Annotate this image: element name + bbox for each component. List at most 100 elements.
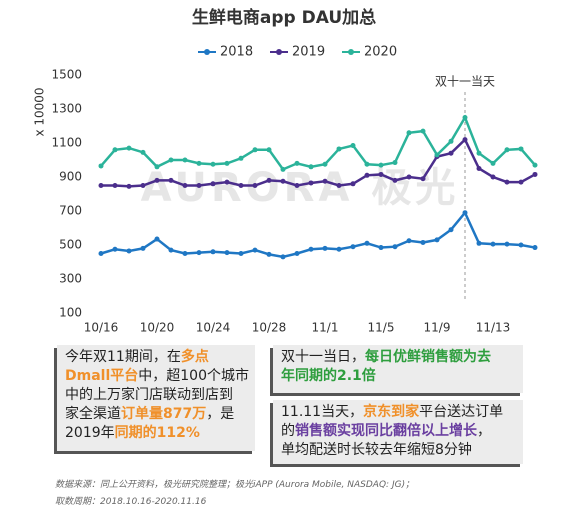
y-tick-label: 100 xyxy=(59,306,82,320)
note-text: 的 xyxy=(281,423,295,439)
note-highlight: 订单量877万 xyxy=(121,406,207,422)
point xyxy=(336,146,342,152)
series-line xyxy=(100,114,536,171)
note-highlight: 多点 xyxy=(180,349,209,365)
point xyxy=(336,246,342,252)
point xyxy=(98,251,104,256)
point xyxy=(392,160,398,166)
point xyxy=(490,160,496,166)
x-tick-label: 10/28 xyxy=(252,321,287,335)
note-text: 中，超100个城市 xyxy=(138,368,249,384)
point xyxy=(238,183,244,188)
point xyxy=(434,237,440,243)
point xyxy=(112,246,118,252)
point xyxy=(266,147,272,153)
note-highlight: 每日优鲜销售额为去 xyxy=(365,349,491,365)
point xyxy=(266,177,272,183)
note-text: 今年双11期间，在 xyxy=(65,349,181,365)
point xyxy=(140,149,146,155)
y-tick-label: 1100 xyxy=(51,136,82,150)
point xyxy=(266,251,272,257)
point xyxy=(196,160,202,166)
y-tick-label: 1300 xyxy=(51,102,82,116)
point xyxy=(168,177,174,183)
point xyxy=(350,181,356,187)
point xyxy=(294,160,300,166)
point xyxy=(420,128,426,134)
note-line: 中的上万家门店联动到店到 xyxy=(65,386,247,405)
x-tick-label: 10/24 xyxy=(196,321,231,335)
point xyxy=(210,181,216,187)
series-line xyxy=(100,210,536,259)
point xyxy=(490,174,496,180)
point xyxy=(406,238,412,244)
x-tick-label: 11/9 xyxy=(424,321,451,335)
note-text: 11.11当天， xyxy=(281,404,364,420)
point xyxy=(462,137,468,143)
point xyxy=(392,244,398,250)
point xyxy=(322,245,328,251)
point xyxy=(294,251,300,256)
point xyxy=(168,157,174,163)
point xyxy=(434,152,440,158)
note-line: 单均配送时长较去年缩短8分钟 xyxy=(281,441,515,460)
note-text: 单均配送时长较去年缩短8分钟 xyxy=(281,442,472,458)
point xyxy=(406,130,412,136)
note-text: ，是 xyxy=(206,406,235,422)
point xyxy=(448,150,454,156)
point xyxy=(504,179,510,185)
point xyxy=(462,210,468,216)
y-tick-label: 900 xyxy=(59,170,82,184)
x-tick-label: 10/16 xyxy=(84,321,119,335)
point xyxy=(448,138,454,144)
note-text: 家全渠道 xyxy=(65,406,121,422)
note-line: 年同期的2.1倍 xyxy=(281,367,515,386)
point xyxy=(140,245,146,251)
note-highlight: Dmall平台 xyxy=(65,368,139,384)
point xyxy=(462,115,468,120)
legend-label: 2020 xyxy=(364,45,397,60)
point xyxy=(168,247,174,253)
point xyxy=(490,241,496,247)
note-line: 的销售额实现同比翻倍以上增长， xyxy=(281,422,515,441)
note-line: Dmall平台中，超100个城市 xyxy=(65,367,249,386)
point xyxy=(280,166,286,172)
note-highlight: 同期的112% xyxy=(114,425,200,441)
point xyxy=(98,163,104,169)
point xyxy=(378,171,384,177)
y-tick-label: 300 xyxy=(59,272,82,286)
note-line: 11.11当天，京东到家平台送达订单 xyxy=(281,403,515,422)
x-tick-label: 10/20 xyxy=(140,321,175,335)
point xyxy=(126,248,132,254)
note-highlight: 年同期的2.1倍 xyxy=(281,368,376,384)
point xyxy=(280,178,286,184)
note-line: 2019年同期的112% xyxy=(65,424,247,443)
note-highlight: 京东到家 xyxy=(363,404,420,420)
point xyxy=(308,246,314,252)
note-highlight: 销售额实现同比翻倍以上增长 xyxy=(295,423,477,439)
y-axis-label: x 10000 xyxy=(33,87,47,136)
point xyxy=(280,254,286,260)
point xyxy=(182,251,188,256)
note-text: 中的上万家门店联动到店到 xyxy=(65,387,233,403)
note-box: 11.11当天，京东到家平台送达订单 的销售额实现同比翻倍以上增长， 单均配送时长较… xyxy=(273,400,523,464)
point xyxy=(406,174,412,180)
note-text: 2019年 xyxy=(65,425,115,441)
point xyxy=(364,161,370,167)
point xyxy=(112,183,118,188)
y-tick-label: 1500 xyxy=(51,68,82,82)
chart: 生鲜电商app DAU加总 x 10000 AURORA 极光 100 300 500… xyxy=(33,7,538,335)
legend-label: 2018 xyxy=(220,45,253,60)
point xyxy=(196,183,202,188)
point xyxy=(224,250,230,256)
note-line: 今年双11期间，在多点 xyxy=(65,348,247,367)
point xyxy=(350,244,356,250)
point xyxy=(252,183,258,188)
point xyxy=(154,164,160,170)
point xyxy=(322,161,328,167)
point xyxy=(252,247,258,253)
point xyxy=(518,146,524,152)
annotation: 双十一当天 xyxy=(435,75,495,89)
footer-source: 数据来源：同上公开资料，极光研究院整理；极光iAPP (Aurora Mobil… xyxy=(55,480,415,490)
point xyxy=(238,251,244,256)
